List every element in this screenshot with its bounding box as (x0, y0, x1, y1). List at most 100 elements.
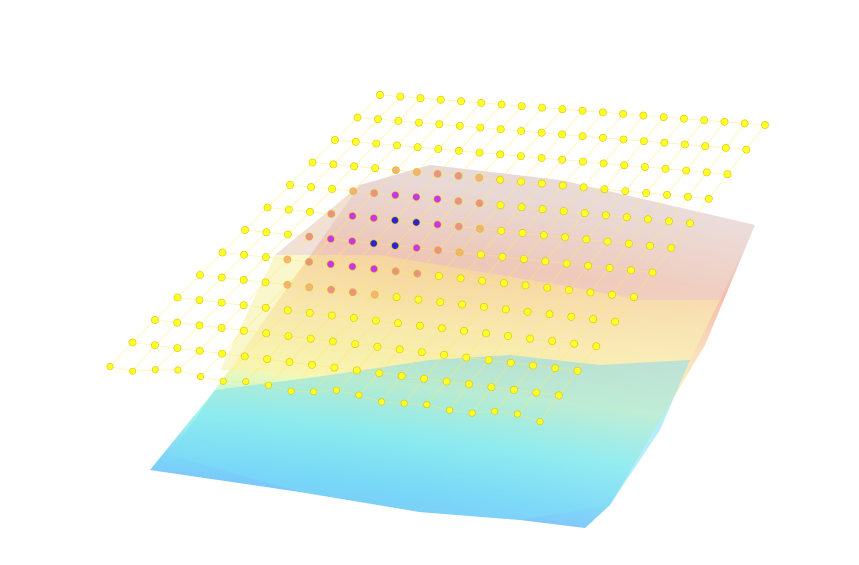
graph-edge-245 (351, 217, 375, 242)
graph-edge-12 (245, 381, 269, 386)
graph-edge-44 (177, 325, 200, 349)
graph-node-169 (475, 199, 484, 208)
graph-node-47 (306, 334, 315, 343)
graph-node-147 (412, 218, 421, 227)
graph-edge-228 (568, 265, 589, 291)
graph-edge-276 (288, 186, 312, 210)
graph-edge-230 (590, 267, 610, 293)
graph-node-124 (326, 234, 335, 243)
graph-edge-208 (352, 243, 374, 267)
graph-edge-30 (449, 409, 473, 414)
graph-edge-191 (570, 292, 591, 318)
graph-node-215 (641, 163, 649, 171)
graph-edge-54 (289, 338, 311, 363)
graph-edge-105 (443, 330, 465, 356)
graph-node-65 (283, 306, 292, 315)
graph-node-241 (396, 92, 405, 101)
graph-node-12 (378, 398, 386, 406)
graph-node-9 (310, 388, 318, 396)
graph-edge-0 (109, 366, 133, 372)
graph-edge-239 (287, 211, 311, 235)
graph-edge-360 (395, 146, 418, 171)
graph-edge-38 (539, 395, 560, 422)
graph-edge-42 (154, 322, 178, 346)
graph-node-222 (394, 117, 403, 125)
graph-edge-169 (330, 266, 353, 290)
graph-node-158 (646, 241, 654, 250)
graph-node-254 (659, 113, 668, 121)
graph-edge-146 (485, 309, 507, 334)
graph-edge-232 (611, 270, 632, 295)
graph-edge-177 (418, 275, 440, 300)
graph-node-185 (412, 168, 421, 176)
graph-edge-14 (268, 384, 292, 392)
graph-edge-267 (587, 241, 608, 267)
graph-edge-393 (355, 118, 379, 143)
graph-node-242 (416, 94, 425, 103)
graph-edge-358 (374, 145, 398, 169)
graph-edge-337 (542, 185, 564, 210)
graph-node-152 (518, 229, 527, 237)
graph-edge-19 (313, 367, 335, 392)
graph-node-89 (392, 293, 401, 301)
graph-edge-241 (309, 213, 332, 237)
graph-node-20 (128, 338, 137, 347)
graph-edge-274 (267, 184, 291, 208)
graph-node-229 (537, 128, 546, 137)
graph-edge-298 (522, 208, 543, 234)
graph-edge-163 (265, 259, 288, 283)
graph-node-247 (517, 102, 526, 110)
graph-node-67 (327, 311, 336, 320)
graph-node-256 (700, 116, 709, 125)
graph-edge-124 (243, 282, 266, 306)
graph-node-257 (720, 117, 729, 126)
graph-node-118 (608, 290, 616, 299)
graph-edge-302 (564, 212, 586, 238)
graph-edge-428 (727, 149, 747, 175)
graph-node-19 (536, 418, 544, 426)
graph-node-86 (327, 285, 335, 294)
graph-node-43 (217, 324, 226, 332)
graph-node-109 (413, 269, 422, 278)
graph-node-161 (307, 183, 315, 191)
graph-edge-136 (375, 296, 397, 321)
graph-node-227 (496, 125, 505, 134)
graph-node-17 (491, 407, 499, 415)
graph-node-102 (261, 253, 270, 262)
graph-node-64 (261, 303, 270, 312)
graph-edge-165 (287, 261, 310, 286)
graph-node-218 (702, 168, 711, 177)
graph-node-225 (455, 122, 464, 130)
graph-node-141 (284, 205, 293, 214)
graph-edge-310 (649, 221, 670, 247)
graph-node-221 (374, 115, 382, 124)
graph-edge-261 (523, 234, 545, 260)
graph-node-14 (423, 401, 431, 409)
graph-edge-179 (439, 278, 461, 303)
graph-edge-20 (336, 389, 359, 396)
graph-edge-364 (437, 150, 460, 175)
graph-node-139 (648, 268, 657, 277)
graph-edge-134 (353, 294, 375, 319)
graph-node-129 (434, 246, 442, 254)
graph-node-235 (660, 138, 669, 147)
graph-node-228 (517, 127, 526, 135)
graph-edge-296 (500, 206, 522, 232)
graph-node-166 (412, 193, 421, 201)
graph-edge-1 (109, 342, 133, 367)
graph-node-107 (370, 264, 378, 273)
graph-node-41 (173, 318, 182, 327)
graph-node-39 (554, 391, 563, 400)
graph-node-226 (476, 123, 485, 132)
graph-edge-79 (154, 297, 178, 321)
graph-edge-280 (331, 190, 354, 215)
graph-node-13 (400, 399, 408, 407)
graph-edge-85 (221, 304, 244, 329)
graph-node-209 (517, 152, 525, 161)
graph-node-2 (151, 366, 159, 374)
graph-node-30 (352, 366, 361, 375)
graph-node-53 (440, 350, 448, 359)
graph-edge-58 (334, 343, 356, 368)
graph-node-253 (639, 111, 648, 120)
terrain-surface (150, 165, 755, 528)
